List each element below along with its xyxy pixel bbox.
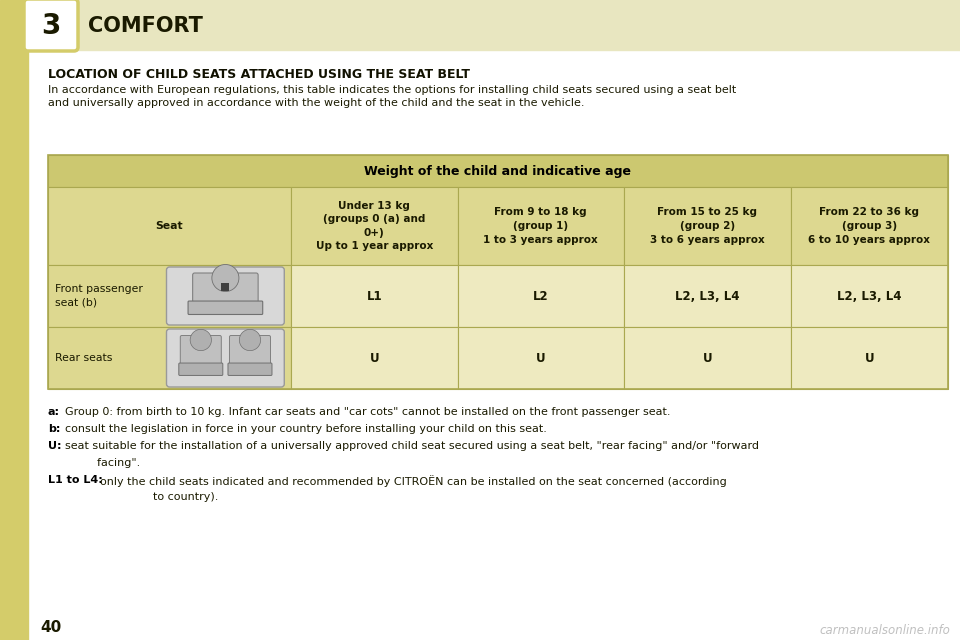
Text: carmanualsonline.info: carmanualsonline.info — [819, 623, 950, 637]
FancyBboxPatch shape — [228, 363, 272, 376]
Text: L2, L3, L4: L2, L3, L4 — [837, 289, 901, 303]
Text: L2, L3, L4: L2, L3, L4 — [675, 289, 739, 303]
Text: L2: L2 — [533, 289, 548, 303]
Bar — [291, 327, 458, 389]
Text: U: U — [370, 351, 379, 365]
FancyBboxPatch shape — [180, 335, 222, 365]
Bar — [48, 155, 948, 187]
Bar — [28, 0, 960, 50]
Circle shape — [190, 330, 211, 351]
Bar — [624, 187, 790, 265]
FancyBboxPatch shape — [24, 0, 78, 51]
Text: From 9 to 18 kg
(group 1)
1 to 3 years approx: From 9 to 18 kg (group 1) 1 to 3 years a… — [484, 207, 598, 244]
Bar — [790, 327, 948, 389]
Text: U:: U: — [48, 441, 61, 451]
Text: consult the legislation in force in your country before installing your child on: consult the legislation in force in your… — [58, 424, 547, 434]
Text: L1: L1 — [367, 289, 382, 303]
Bar — [458, 327, 624, 389]
Bar — [291, 187, 458, 265]
Text: and universally approved in accordance with the weight of the child and the seat: and universally approved in accordance w… — [48, 98, 585, 108]
Text: Group 0: from birth to 10 kg. Infant car seats and "car cots" cannot be installe: Group 0: from birth to 10 kg. Infant car… — [58, 407, 670, 417]
Text: From 22 to 36 kg
(group 3)
6 to 10 years approx: From 22 to 36 kg (group 3) 6 to 10 years… — [808, 207, 930, 244]
Text: COMFORT: COMFORT — [88, 16, 203, 36]
Bar — [458, 187, 624, 265]
FancyBboxPatch shape — [188, 301, 263, 314]
Bar — [458, 265, 624, 327]
Text: 3: 3 — [41, 12, 60, 40]
Text: From 15 to 25 kg
(group 2)
3 to 6 years approx: From 15 to 25 kg (group 2) 3 to 6 years … — [650, 207, 764, 244]
Text: U: U — [864, 351, 874, 365]
FancyBboxPatch shape — [166, 329, 284, 387]
FancyBboxPatch shape — [166, 267, 284, 325]
Text: to country).: to country). — [125, 492, 218, 502]
Text: Seat: Seat — [156, 221, 183, 231]
Text: Rear seats: Rear seats — [55, 353, 112, 363]
Bar — [291, 265, 458, 327]
Bar — [48, 155, 948, 389]
Text: b:: b: — [48, 424, 60, 434]
FancyBboxPatch shape — [179, 363, 223, 376]
Bar — [790, 265, 948, 327]
Text: L1 to L4:: L1 to L4: — [48, 475, 103, 485]
Bar — [790, 187, 948, 265]
Bar — [48, 265, 291, 327]
Circle shape — [239, 330, 260, 351]
Text: seat suitable for the installation of a universally approved child seat secured : seat suitable for the installation of a … — [58, 441, 759, 451]
Text: Weight of the child and indicative age: Weight of the child and indicative age — [365, 164, 632, 177]
Text: U: U — [703, 351, 712, 365]
Text: facing".: facing". — [69, 458, 140, 468]
FancyBboxPatch shape — [193, 273, 258, 304]
Text: 40: 40 — [40, 621, 61, 636]
FancyBboxPatch shape — [229, 335, 271, 365]
Bar — [624, 265, 790, 327]
Bar — [0, 0, 28, 640]
Text: Under 13 kg
(groups 0 (a) and
0+)
Up to 1 year approx: Under 13 kg (groups 0 (a) and 0+) Up to … — [316, 200, 433, 252]
Bar — [48, 187, 291, 265]
Bar — [624, 327, 790, 389]
Text: only the child seats indicated and recommended by CITROËN can be installed on th: only the child seats indicated and recom… — [92, 475, 727, 487]
Text: Front passenger
seat (b): Front passenger seat (b) — [55, 284, 143, 308]
Bar — [222, 283, 229, 291]
Text: LOCATION OF CHILD SEATS ATTACHED USING THE SEAT BELT: LOCATION OF CHILD SEATS ATTACHED USING T… — [48, 68, 470, 81]
Text: In accordance with European regulations, this table indicates the options for in: In accordance with European regulations,… — [48, 85, 736, 95]
Text: a:: a: — [48, 407, 60, 417]
Text: U: U — [536, 351, 545, 365]
Bar — [48, 327, 291, 389]
Circle shape — [212, 264, 239, 292]
